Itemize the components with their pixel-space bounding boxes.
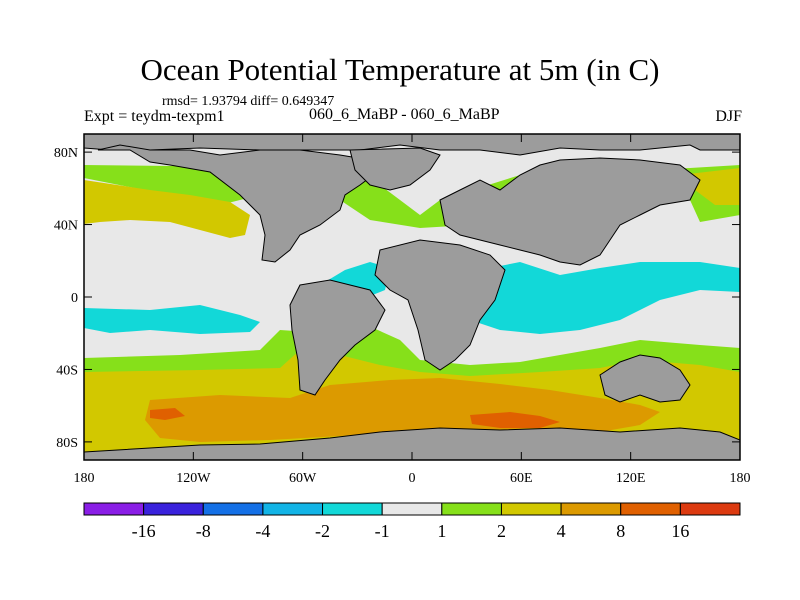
- band-tropic-cyan-indopacific: [460, 262, 740, 334]
- y-tick-label: 80S: [56, 436, 78, 451]
- land-south-america: [289, 279, 386, 396]
- x-tick-label: 180: [730, 471, 751, 486]
- colorbar-label: 2: [497, 521, 506, 541]
- band-south-red: [470, 412, 560, 428]
- colorbar-label: 4: [557, 521, 566, 541]
- land-australia: [599, 354, 691, 403]
- colorbar-swatch: [620, 502, 681, 516]
- y-tick-label: 0: [71, 291, 78, 306]
- land-eurasia: [439, 157, 701, 266]
- colorbar-label: -1: [375, 521, 390, 541]
- stats-line: rmsd= 1.93794 diff= 0.649347: [162, 94, 335, 109]
- colorbar-swatch: [83, 502, 145, 516]
- x-tick-label: 180: [74, 471, 95, 486]
- colorbar-swatch: [322, 502, 383, 516]
- colorbar-swatch: [560, 502, 622, 516]
- colorbar-swatch: [262, 502, 324, 516]
- colorbar-label: -4: [255, 521, 270, 541]
- y-tick-label: 80N: [54, 146, 78, 161]
- band-south-red-2: [150, 408, 185, 420]
- colorbar-label: 1: [437, 521, 446, 541]
- season-label: DJF: [715, 108, 742, 125]
- map-plot-area: [84, 134, 740, 460]
- land-masses: [84, 134, 740, 460]
- x-tick-label: 120W: [176, 471, 211, 486]
- land-north-america: [97, 144, 381, 263]
- colorbar: -16 -8 -4 -2 -1 1 2 4 8 16: [83, 502, 741, 541]
- y-tick-label: 40S: [56, 363, 78, 378]
- colorbar-label: 8: [616, 521, 625, 541]
- colorbar-swatch: [202, 502, 264, 516]
- colorbar-swatch: [679, 502, 741, 516]
- chart-subtitle: 060_6_MaBP - 060_6_MaBP: [309, 106, 500, 123]
- land-antarctica: [84, 427, 740, 460]
- colorbar-swatch: [143, 502, 204, 516]
- colorbar-label: -2: [315, 521, 330, 541]
- colorbar-swatch: [381, 502, 443, 516]
- colorbar-label: -8: [196, 521, 211, 541]
- x-tick-label: 60W: [289, 471, 317, 486]
- band-tropic-cyan-west: [84, 305, 260, 334]
- colorbar-label: 16: [671, 521, 689, 541]
- band-north-yellow: [84, 180, 250, 238]
- axis-ticks: 180 120W 60W 0 60E 120E 180 80N 40N 0 40S 80S: [54, 134, 751, 486]
- x-tick-label: 60E: [510, 471, 533, 486]
- experiment-label: Expt = teydm-texpm1: [84, 108, 225, 125]
- land-africa: [374, 239, 506, 371]
- x-tick-label: 120E: [616, 471, 646, 486]
- land-greenland: [349, 147, 441, 191]
- colorbar-swatch: [441, 502, 502, 516]
- colorbar-swatch: [500, 502, 562, 516]
- colorbar-label: -16: [132, 521, 156, 541]
- chart-title: Ocean Potential Temperature at 5m (in C): [140, 52, 660, 87]
- y-tick-label: 40N: [54, 219, 78, 234]
- x-tick-label: 0: [409, 471, 416, 486]
